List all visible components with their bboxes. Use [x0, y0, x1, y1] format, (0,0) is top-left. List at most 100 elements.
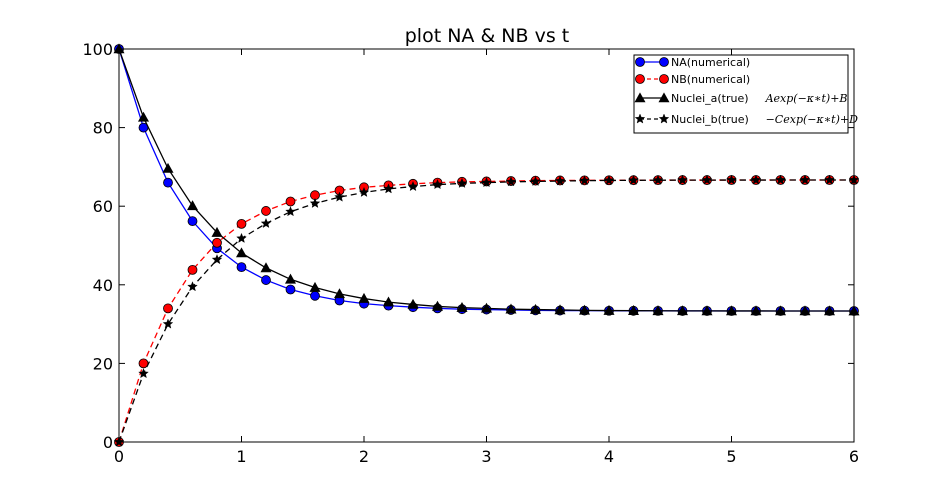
data-point-s3-26 [750, 174, 762, 185]
legend-marker-right-1 [659, 74, 669, 84]
legend-marker-right-2 [658, 92, 670, 103]
x-tick-label: 3 [481, 447, 491, 466]
data-point-s1-4 [212, 237, 222, 248]
data-point-s2-18 [554, 304, 566, 315]
data-point-s0-6 [261, 275, 271, 285]
y-tick-label: 100 [82, 40, 113, 59]
data-point-s2-14 [456, 301, 468, 312]
y-tick-label: 80 [93, 119, 113, 138]
legend-label-3: Nuclei_b(true) [671, 113, 749, 126]
data-point-s1-5 [236, 218, 247, 229]
data-point-s0-3 [187, 216, 198, 227]
legend-entry-3: Nuclei_b(true) −Cexp(−κ∗t)+D [634, 113, 859, 126]
data-point-s2-20 [603, 304, 615, 315]
legend-entry-2: Nuclei_a(true) Aexp(−κ∗t)+B [634, 92, 848, 105]
data-point-s0-7 [285, 284, 296, 295]
data-point-s3-28 [799, 174, 811, 185]
data-point-s2-19 [578, 304, 591, 315]
legend-marker-left-3 [634, 113, 646, 124]
data-point-s3-12 [407, 181, 419, 192]
data-point-s3-6 [260, 217, 272, 228]
data-point-s3-4 [211, 254, 223, 265]
data-point-s2-5 [235, 247, 248, 258]
data-point-s3-20 [603, 174, 615, 185]
data-point-s2-1 [137, 111, 150, 122]
y-tick-label: 60 [93, 197, 113, 216]
data-point-s2-29 [823, 305, 836, 316]
data-point-s3-22 [652, 174, 664, 185]
data-point-s2-25 [725, 305, 738, 316]
data-point-s3-3 [187, 281, 198, 292]
data-point-s3-1 [138, 368, 149, 379]
data-point-s2-15 [480, 302, 493, 313]
legend-marker-right-0 [659, 57, 669, 67]
legend-label-0: NA(numerical) [671, 56, 750, 69]
data-point-s2-12 [407, 298, 419, 309]
data-point-s3-16 [505, 176, 517, 187]
data-point-s2-4 [211, 226, 223, 237]
chart-title: plot NA & NB vs t [405, 25, 569, 47]
data-point-s2-8 [309, 281, 321, 292]
y-tick-label: 20 [93, 354, 113, 373]
data-point-s1-6 [261, 206, 271, 216]
legend-marker-left-1 [635, 74, 645, 84]
x-tick-label: 6 [849, 447, 859, 466]
data-point-s0-2 [163, 177, 173, 188]
data-point-s3-17 [530, 175, 541, 186]
legend-entry-0: NA(numerical) [635, 56, 750, 69]
data-point-s2-2 [162, 162, 174, 173]
data-point-s3-23 [677, 174, 688, 185]
legend-marker-right-3 [658, 113, 670, 124]
x-tick-label: 1 [236, 447, 246, 466]
legend-label-1: NB(numerical) [671, 73, 750, 86]
data-point-s2-13 [431, 300, 444, 311]
data-point-s3-10 [358, 186, 370, 197]
data-point-s1-3 [187, 264, 198, 275]
data-point-s2-16 [505, 303, 517, 314]
legend-label-2: Nuclei_a(true) [671, 92, 749, 105]
data-point-s3-14 [456, 177, 468, 188]
data-point-s3-15 [481, 177, 492, 188]
data-point-s3-13 [432, 179, 443, 190]
data-point-s3-19 [579, 175, 590, 186]
data-point-s3-18 [554, 175, 566, 186]
data-point-s2-21 [627, 305, 640, 315]
legend-formula-2: Aexp(−κ∗t)+B [765, 92, 848, 105]
data-point-s3-27 [775, 174, 786, 185]
data-point-s2-6 [260, 262, 272, 273]
data-point-s3-5 [236, 232, 247, 243]
data-point-s2-9 [333, 288, 346, 299]
legend-marker-left-2 [634, 92, 646, 103]
data-point-s3-8 [309, 197, 321, 208]
data-point-s1-7 [285, 196, 296, 207]
data-point-s2-10 [358, 292, 370, 303]
data-point-s3-11 [383, 183, 394, 194]
y-tick-label: 40 [93, 276, 113, 295]
y-tick-label: 0 [103, 433, 113, 452]
series-3 [113, 174, 860, 447]
data-point-s2-26 [750, 305, 762, 316]
data-point-s2-24 [701, 305, 713, 316]
x-tick-label: 4 [604, 447, 614, 466]
data-point-s0-8 [310, 290, 320, 301]
data-point-s2-23 [676, 305, 689, 316]
data-point-s3-21 [628, 174, 639, 185]
data-point-s2-3 [186, 200, 199, 211]
data-point-s3-24 [701, 174, 713, 185]
data-point-s1-2 [163, 303, 173, 314]
data-point-s3-25 [726, 174, 737, 185]
legend-entry-1: NB(numerical) [635, 73, 750, 86]
x-tick-label: 2 [359, 447, 369, 466]
legend-formula-3: −Cexp(−κ∗t)+D [766, 113, 859, 126]
data-point-s2-28 [799, 305, 811, 316]
data-point-s2-22 [652, 305, 664, 316]
legend-box [633, 54, 849, 134]
x-tick-label: 0 [114, 447, 124, 466]
data-point-s2-7 [284, 273, 297, 284]
legend: NA(numerical) NB(numerical) Nuclei_a(true)… [633, 54, 859, 134]
data-point-s3-29 [824, 174, 835, 185]
data-point-s0-5 [236, 262, 247, 273]
data-point-s3-2 [162, 318, 174, 329]
